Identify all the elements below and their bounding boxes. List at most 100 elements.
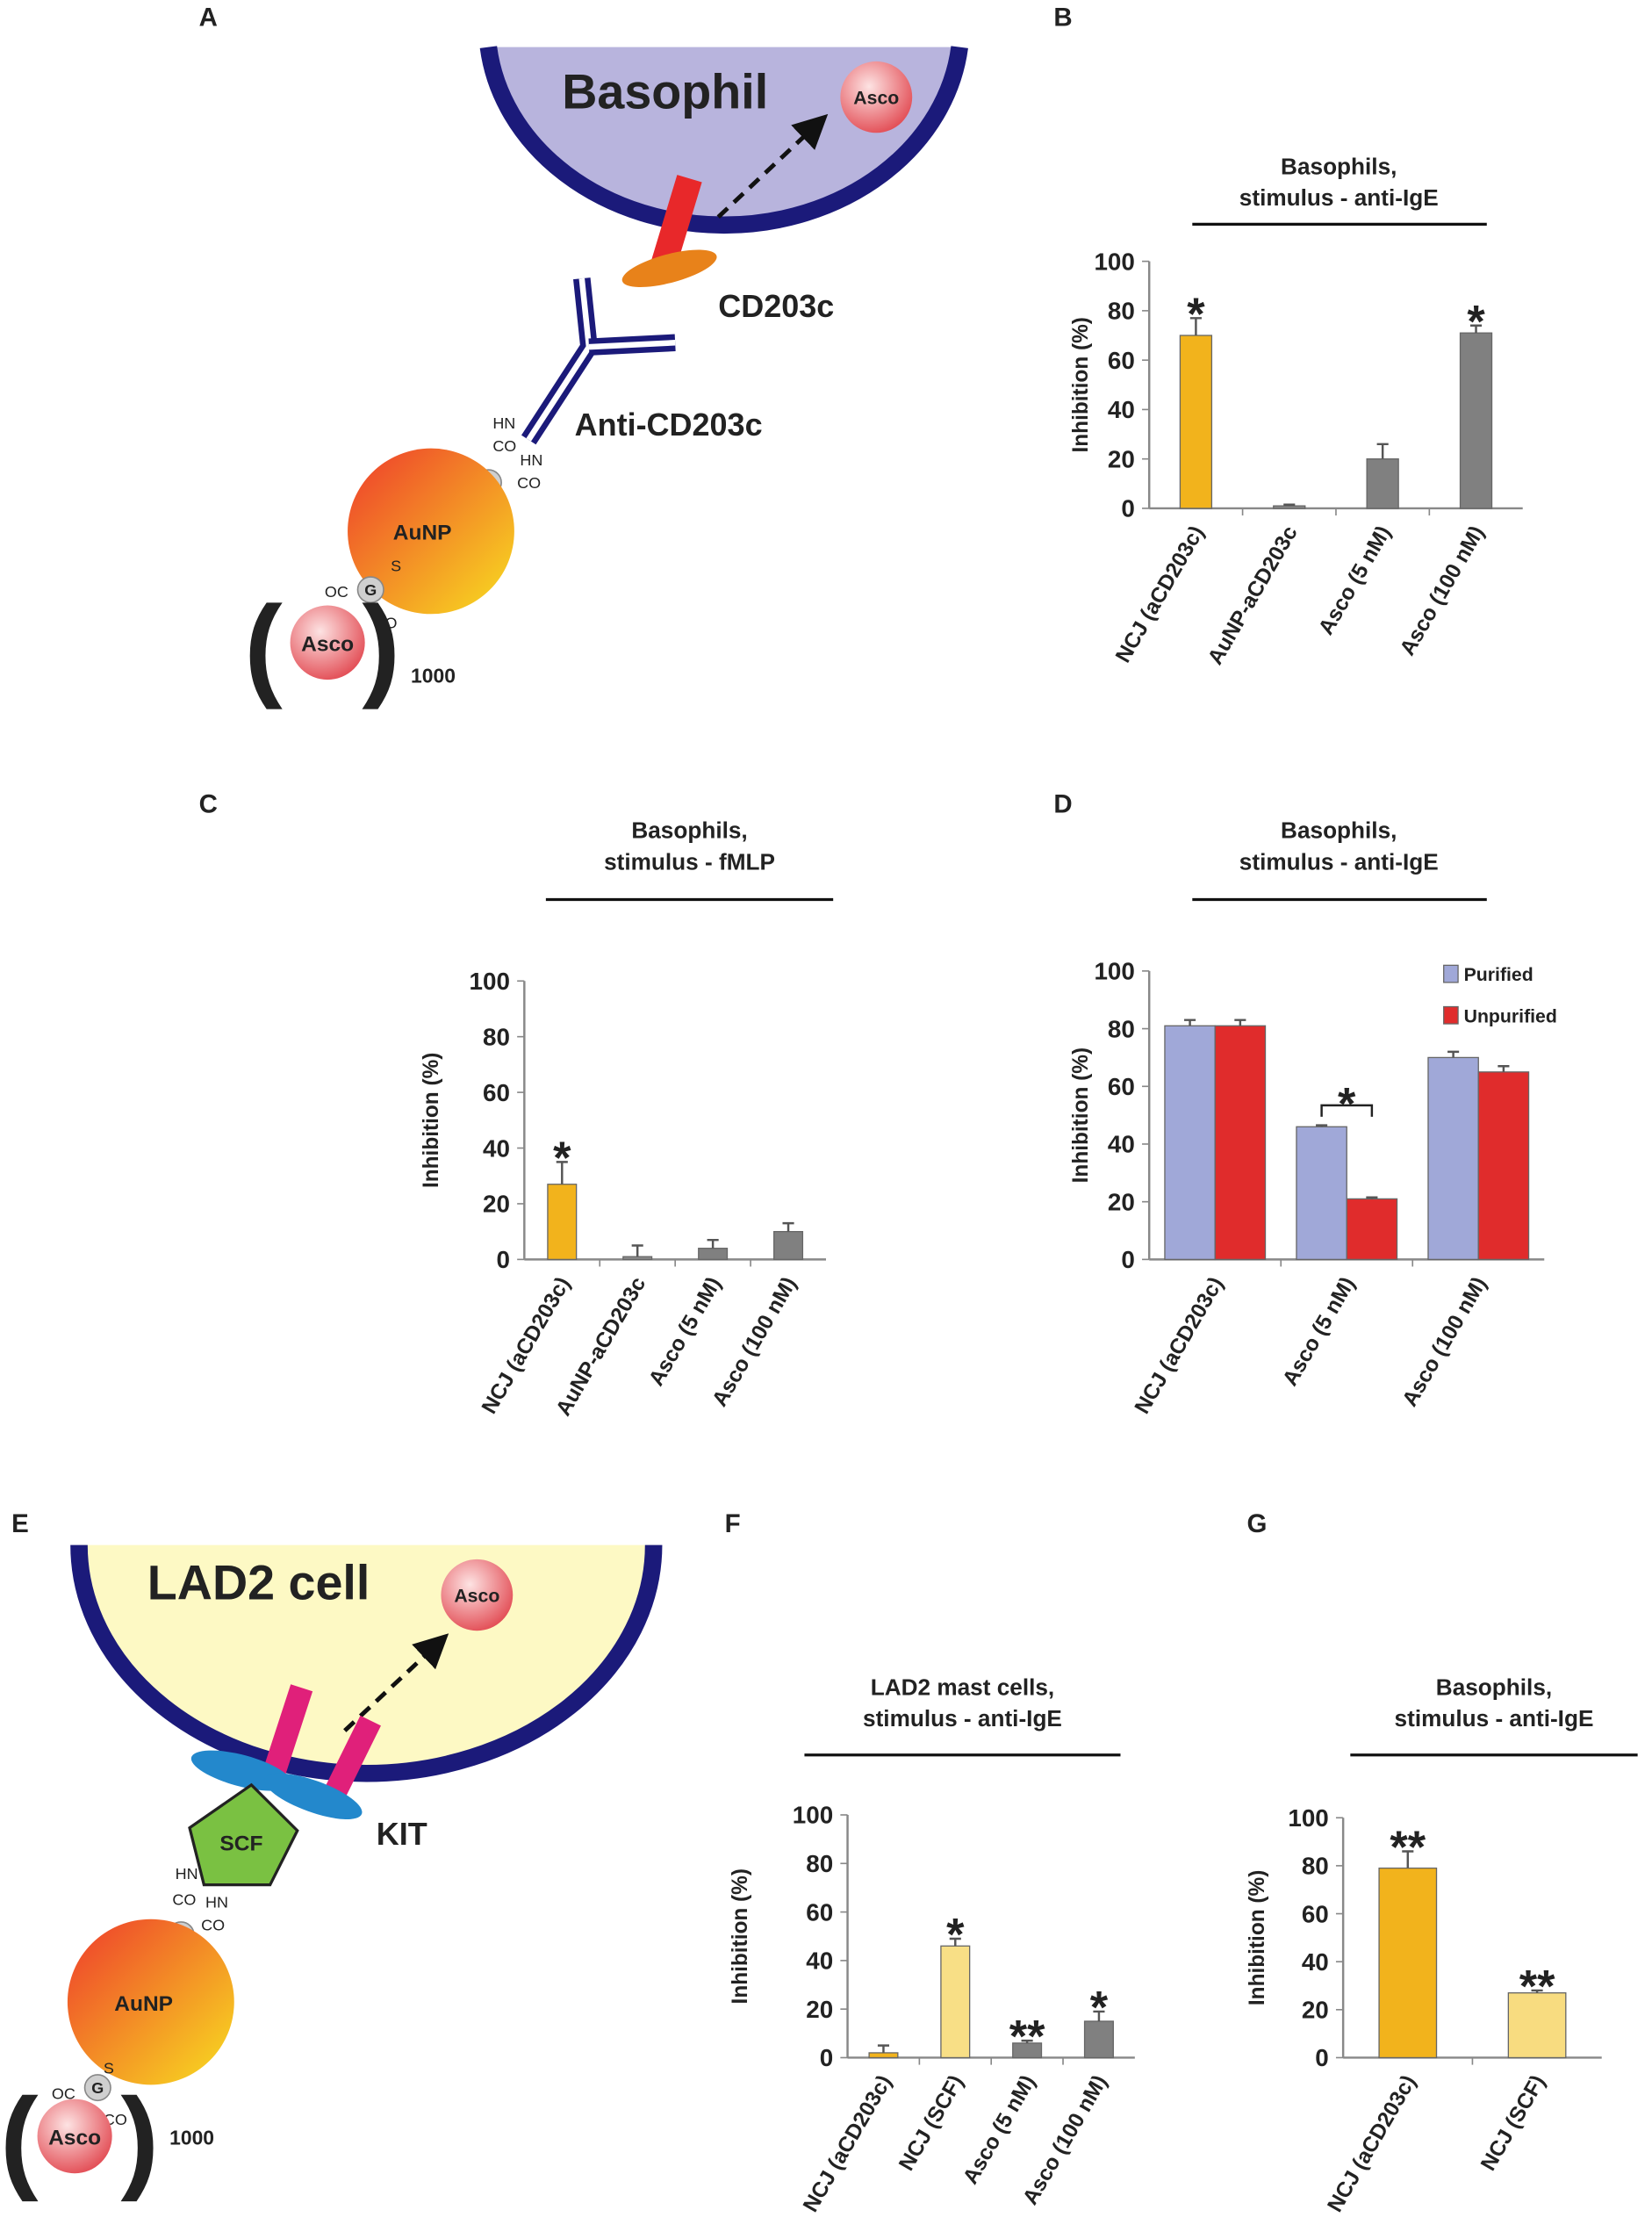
significance-marker: *	[553, 1134, 571, 1184]
cargo-label: Asco	[454, 1587, 499, 1607]
significance-marker: **	[1009, 2012, 1045, 2063]
y-tick-label: 0	[1315, 2044, 1328, 2071]
error-bar	[1093, 2010, 1105, 2021]
y-tick-label: 0	[1121, 1246, 1134, 1273]
chart-subtitle: stimulus - fMLP	[604, 848, 775, 875]
y-tick-label: 80	[806, 1850, 833, 1877]
chem-label: CO	[201, 1917, 225, 1934]
significance-bracket	[1320, 1104, 1374, 1117]
significance-marker: *	[1187, 289, 1205, 340]
panel-label: F	[725, 1509, 741, 1538]
significance-marker: *	[946, 1910, 965, 1961]
error-bar	[1021, 2039, 1033, 2043]
y-axis-label: Inhibition (%)	[420, 1053, 443, 1188]
chem-label: HN	[492, 414, 515, 432]
bracket: )	[120, 2074, 159, 2202]
cell-membrane	[479, 46, 968, 234]
x-tick-label: NCJ (SCF)	[1476, 2071, 1550, 2175]
receptor-stem	[320, 1715, 381, 1808]
y-tick-label: 40	[483, 1134, 510, 1162]
linker-label: G	[91, 2079, 104, 2097]
arrow	[716, 113, 829, 219]
legend-label: Unpurified	[1464, 1006, 1557, 1026]
error-bar	[877, 2044, 890, 2053]
x-tick-label: Asco (5 nM)	[644, 1273, 726, 1390]
y-tick-label: 40	[1302, 1948, 1329, 1976]
y-tick-label: 100	[1094, 248, 1134, 275]
error-bar	[1189, 317, 1202, 336]
chart-title: Basophils,	[631, 817, 747, 844]
y-tick-label: 80	[1108, 1015, 1135, 1042]
x-tick-label: NCJ (SCF)	[894, 2071, 968, 2175]
y-tick-label: 40	[1108, 396, 1135, 423]
receptor	[264, 1773, 363, 1819]
bar	[1083, 2020, 1114, 2059]
chem-label: HN	[520, 451, 542, 469]
y-axis-label: Inhibition (%)	[1246, 1870, 1269, 2005]
bar	[1346, 1198, 1398, 1261]
chart-subtitle: stimulus - anti-IgE	[1239, 848, 1439, 875]
y-tick-label: 20	[806, 1996, 833, 2023]
bar	[1179, 335, 1213, 509]
bar	[622, 1256, 653, 1261]
chart-title: LAD2 mast cells,	[871, 1674, 1054, 1700]
bar	[1477, 1071, 1530, 1261]
chem-label: CO	[492, 437, 516, 455]
significance-marker: **	[1519, 1962, 1555, 2012]
error-bar	[1447, 1050, 1460, 1058]
count-label: 1000	[169, 2127, 214, 2149]
y-tick-label: 20	[1108, 446, 1135, 473]
y-tick-label: 80	[483, 1024, 510, 1051]
linker-label: G	[364, 581, 377, 599]
significance-marker: *	[1090, 1983, 1109, 2034]
bar	[1427, 1056, 1479, 1261]
legend-swatch	[1443, 1005, 1459, 1025]
y-tick-label: 20	[1108, 1189, 1135, 1216]
chart-title: Basophils,	[1281, 817, 1397, 844]
bar	[1378, 1867, 1438, 2059]
x-tick-label: NCJ (aCD203c)	[1131, 1273, 1228, 1418]
asco	[840, 61, 913, 133]
y-axis-label: Inhibition (%)	[729, 1868, 752, 2004]
asco	[290, 605, 365, 680]
chem-label: OC	[52, 2085, 75, 2103]
y-tick-label: 20	[1302, 1997, 1329, 2024]
error-bar	[1283, 503, 1296, 507]
chem-label: CO	[517, 474, 541, 492]
y-axis-label: Inhibition (%)	[1069, 1048, 1093, 1183]
x-tick-label: Asco (100 nM)	[1398, 1273, 1492, 1411]
significance-marker: *	[1467, 297, 1485, 348]
chart-subtitle: stimulus - anti-IgE	[863, 1705, 1062, 1731]
y-tick-label: 100	[1288, 1804, 1328, 1832]
payload-label: Asco	[48, 2127, 101, 2150]
cell-label: LAD2 cell	[147, 1556, 370, 1610]
chem-label: S	[104, 2059, 114, 2077]
y-tick-label: 80	[1108, 298, 1135, 325]
y-tick-label: 60	[1108, 1073, 1135, 1100]
asco	[441, 1559, 514, 1631]
error-bar	[631, 1244, 643, 1257]
diagram-e: E LAD2 cell Asco KIT SCF HN CO HN CO G S…	[0, 1509, 663, 2202]
x-tick-label: Asco (100 nM)	[1396, 522, 1490, 660]
payload-label: Asco	[301, 633, 354, 657]
x-tick-label: AuNP-aCD203c	[1203, 522, 1303, 669]
chem-label: OC	[325, 583, 348, 601]
y-tick-label: 20	[483, 1191, 510, 1218]
chart-title: Basophils,	[1281, 153, 1397, 179]
x-tick-label: NCJ (aCD203c)	[799, 2071, 896, 2216]
receptor-label: CD203c	[718, 289, 834, 324]
antibody	[521, 277, 676, 445]
gold-nanoparticle	[348, 448, 514, 615]
cargo-label: Asco	[853, 89, 899, 109]
receptor-stem	[650, 175, 702, 269]
particle-label: AuNP	[114, 1992, 173, 2016]
ligand-label: Anti-CD203c	[575, 407, 763, 443]
chem-label: CO	[172, 1891, 196, 1909]
y-tick-label: 60	[483, 1079, 510, 1106]
y-tick-label: 60	[806, 1898, 833, 1926]
linker	[83, 2074, 111, 2102]
x-tick-label: NCJ (aCD203c)	[1323, 2071, 1420, 2216]
error-bar	[1316, 1124, 1328, 1127]
asco	[37, 2099, 112, 2174]
